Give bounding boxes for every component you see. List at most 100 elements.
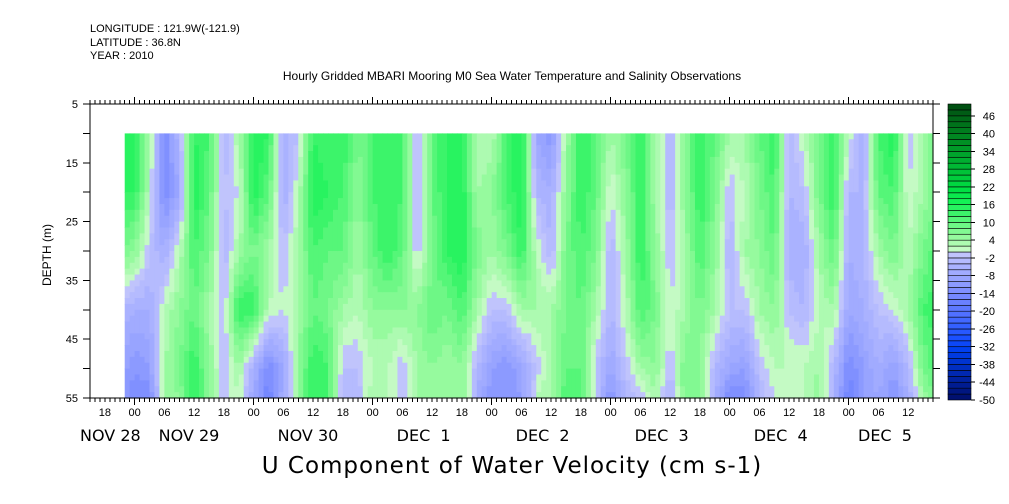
heatmap-cell <box>392 327 399 352</box>
heatmap-cell <box>313 315 319 346</box>
heatmap-cell <box>853 321 860 346</box>
heatmap-cell <box>744 362 751 381</box>
heatmap-cell <box>174 392 180 399</box>
heatmap-cell <box>724 145 731 170</box>
heatmap-cell <box>595 133 602 199</box>
colorbar-swatch <box>947 293 972 300</box>
heatmap-cell <box>670 286 676 352</box>
heatmap-cell <box>561 133 567 152</box>
colorbar-swatch <box>947 387 972 395</box>
heatmap-cell <box>159 262 165 287</box>
heatmap-cell <box>883 203 889 229</box>
x-hour-label: 18 <box>456 407 468 419</box>
heatmap-cell <box>461 333 468 352</box>
heatmap-cell <box>248 339 255 352</box>
heatmap-cell <box>913 192 919 234</box>
heatmap-cell <box>496 362 503 399</box>
heatmap-cell <box>709 274 716 317</box>
heatmap-cell <box>883 333 889 352</box>
heatmap-cell <box>253 350 260 358</box>
heatmap-cell <box>471 133 478 193</box>
heatmap-cell <box>749 386 756 399</box>
heatmap-cell <box>615 380 622 399</box>
heatmap-cell <box>610 209 617 240</box>
heatmap-cell <box>402 309 408 329</box>
heatmap-cell <box>813 227 820 270</box>
heatmap-cell <box>427 133 433 287</box>
heatmap-cell <box>729 374 736 387</box>
heatmap-cell <box>134 192 141 211</box>
heatmap-cell <box>194 286 200 329</box>
heatmap-cell <box>253 215 260 234</box>
heatmap-cell <box>546 133 552 146</box>
heatmap-cell <box>888 215 894 240</box>
heatmap-cell <box>883 350 889 370</box>
heatmap-cell <box>451 286 458 311</box>
heatmap-cell <box>337 321 344 346</box>
heatmap-cell <box>268 145 275 182</box>
heatmap-cell <box>580 233 587 287</box>
heatmap-cell <box>511 339 518 346</box>
heatmap-cell <box>377 339 384 399</box>
heatmap-cell <box>571 368 577 399</box>
heatmap-cell <box>506 350 513 364</box>
heatmap-cell <box>164 256 170 276</box>
heatmap-cell <box>536 133 542 146</box>
heatmap-cell <box>650 203 656 281</box>
heatmap-cell <box>754 286 761 323</box>
heatmap-cell <box>243 339 250 352</box>
heatmap-cell <box>571 133 577 193</box>
x-date-label: DEC 1 <box>397 426 451 445</box>
heatmap-cell <box>734 345 741 364</box>
heatmap-cell <box>546 227 552 258</box>
heatmap-cell <box>184 133 190 234</box>
heatmap-cell <box>734 133 741 164</box>
heatmap-cell <box>273 327 280 334</box>
heatmap-cell <box>258 233 265 317</box>
heatmap-cell <box>739 368 746 387</box>
heatmap-cell <box>179 151 185 211</box>
heatmap-cell <box>447 256 453 276</box>
heatmap-cell <box>779 192 785 370</box>
heatmap-cell <box>531 198 537 229</box>
heatmap-cell <box>476 315 483 334</box>
heatmap-cell <box>724 380 731 393</box>
heatmap-cell <box>908 339 914 352</box>
heatmap-cell <box>794 162 800 211</box>
heatmap-cell <box>853 345 860 370</box>
heatmap-cell <box>640 321 646 340</box>
heatmap-cell <box>367 386 374 399</box>
heatmap-cell <box>422 262 428 287</box>
heatmap-cell <box>714 268 721 317</box>
heatmap-cell <box>337 251 344 276</box>
heatmap-cell <box>129 292 136 305</box>
colorbar-swatch <box>947 334 972 342</box>
heatmap-cell <box>635 262 642 311</box>
heatmap-cell <box>342 162 349 223</box>
heatmap-cell <box>521 333 527 340</box>
heatmap-cell <box>372 256 379 287</box>
heatmap-cell <box>526 133 532 193</box>
heatmap-cell <box>680 133 686 211</box>
heatmap-cell <box>402 251 408 311</box>
colorbar-label: -20 <box>979 306 995 318</box>
heatmap-cell <box>476 186 483 229</box>
heatmap-cell <box>605 221 612 252</box>
heatmap-cell <box>883 303 889 317</box>
heatmap-cell <box>437 280 443 329</box>
heatmap-cell <box>556 162 562 193</box>
heatmap-cell <box>809 321 815 352</box>
heatmap-cell <box>729 156 736 176</box>
heatmap-cell <box>620 133 627 170</box>
heatmap-cell <box>268 209 275 240</box>
heatmap-cell <box>630 374 637 393</box>
heatmap-cell <box>888 186 894 217</box>
heatmap-cell <box>447 133 453 258</box>
heatmap-cell <box>253 286 260 317</box>
heatmap-cell <box>610 133 617 146</box>
heatmap-cell <box>774 233 780 281</box>
heatmap-cell <box>466 327 473 346</box>
heatmap-cell <box>248 356 255 364</box>
colorbar-swatch <box>947 275 972 282</box>
heatmap-cell <box>253 339 260 346</box>
